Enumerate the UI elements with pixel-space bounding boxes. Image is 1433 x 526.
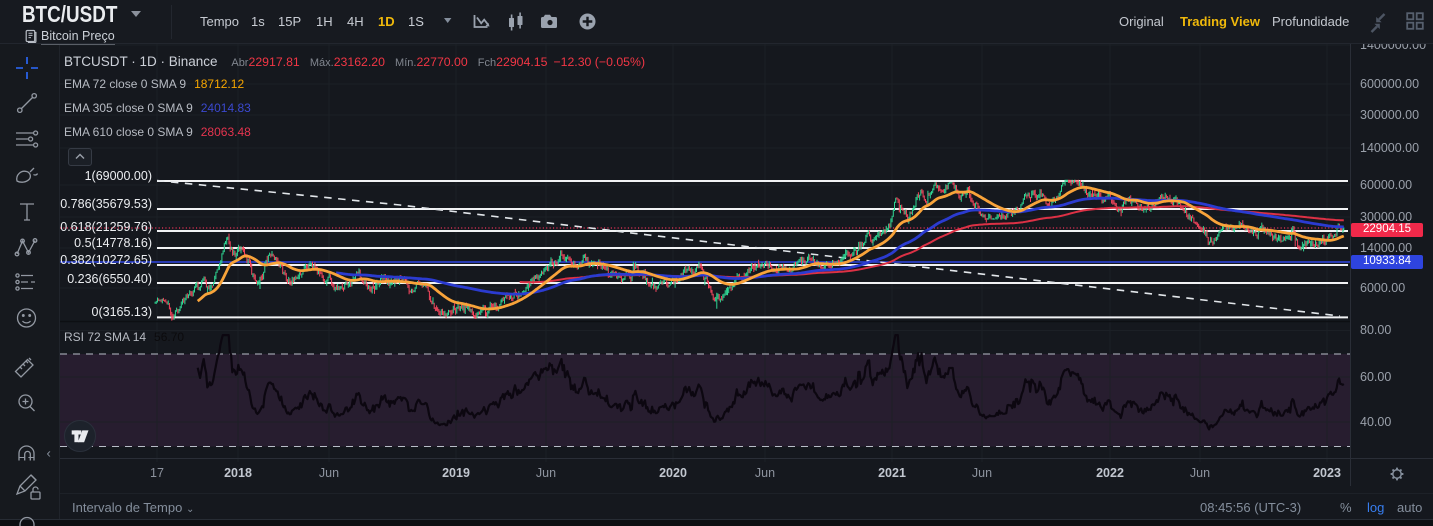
svg-text:‹: ‹ xyxy=(47,446,51,461)
